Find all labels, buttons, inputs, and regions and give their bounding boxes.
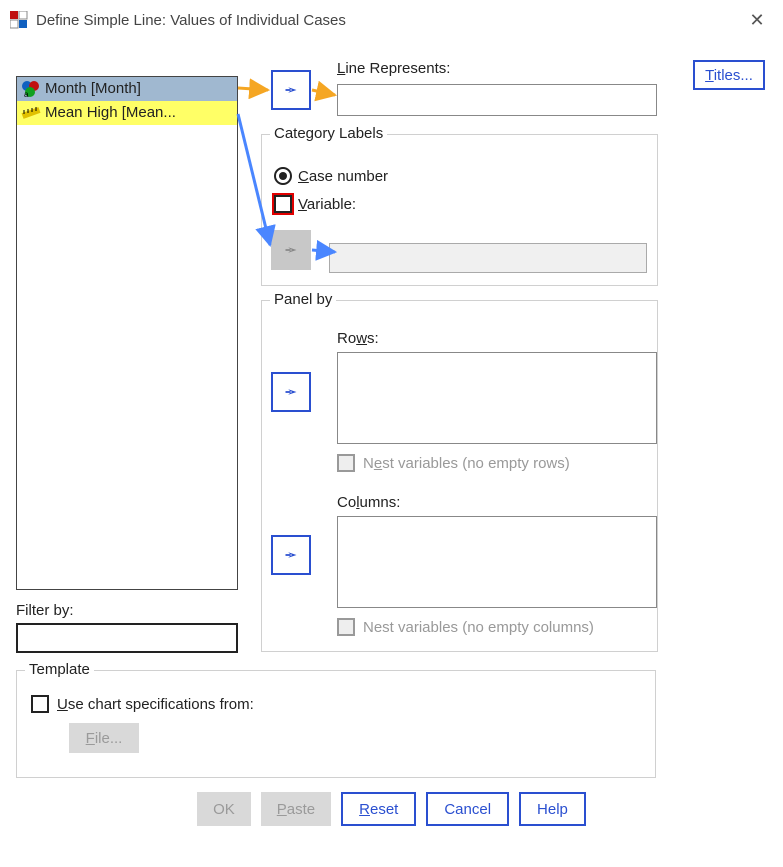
variable-item-meanhigh[interactable]: Mean High [Mean... bbox=[17, 101, 237, 125]
app-icon bbox=[10, 11, 28, 29]
reset-button[interactable]: Reset bbox=[341, 792, 416, 826]
checkbox-icon bbox=[337, 618, 355, 636]
window-title: Define Simple Line: Values of Individual… bbox=[36, 12, 346, 29]
line-represents-input[interactable] bbox=[337, 84, 657, 116]
line-represents-label: Line Represents: bbox=[337, 60, 450, 77]
dialog-body: a Month [Month] Mean High [Mean... Filte… bbox=[0, 40, 783, 810]
help-button[interactable]: Help bbox=[519, 792, 586, 826]
paste-button: Paste bbox=[261, 792, 331, 826]
dialog-button-row: OK Paste Reset Cancel Help bbox=[0, 792, 783, 826]
use-chart-spec-checkbox[interactable]: Use chart specifications from: bbox=[31, 695, 254, 713]
variable-list[interactable]: a Month [Month] Mean High [Mean... bbox=[16, 76, 238, 590]
template-group: Template Use chart specifications from: … bbox=[16, 670, 656, 778]
nest-columns-checkbox: Nest variables (no empty columns) bbox=[337, 618, 594, 636]
ok-button: OK bbox=[197, 792, 251, 826]
checkbox-icon bbox=[31, 695, 49, 713]
checkbox-icon bbox=[337, 454, 355, 472]
panel-by-legend: Panel by bbox=[270, 291, 336, 308]
radio-case-number[interactable]: Case number bbox=[274, 167, 388, 185]
filter-label: Filter by: bbox=[16, 602, 74, 619]
columns-label: Columns: bbox=[337, 494, 400, 511]
variable-item-month[interactable]: a Month [Month] bbox=[17, 77, 237, 101]
nominal-icon: a bbox=[21, 80, 41, 98]
category-labels-legend: Category Labels bbox=[270, 125, 387, 142]
nest-rows-checkbox: Nest variables (no empty rows) bbox=[337, 454, 570, 472]
titles-button[interactable]: Titles... bbox=[693, 60, 765, 90]
variable-item-label: Month [Month] bbox=[45, 80, 141, 97]
scale-icon bbox=[21, 104, 41, 122]
category-labels-group: Category Labels Case number Variable: bbox=[261, 134, 658, 286]
titlebar: Define Simple Line: Values of Individual… bbox=[0, 0, 783, 40]
close-button[interactable]: ✕ bbox=[745, 8, 769, 32]
variable-item-label: Mean High [Mean... bbox=[45, 104, 176, 121]
filter-input[interactable] bbox=[16, 623, 238, 653]
rows-input[interactable] bbox=[337, 352, 657, 444]
radio-variable[interactable]: Variable: bbox=[274, 195, 356, 213]
file-button: File... bbox=[69, 723, 139, 753]
svg-text:a: a bbox=[24, 90, 29, 98]
template-legend: Template bbox=[25, 661, 94, 678]
rows-label: Rows: bbox=[337, 330, 379, 347]
move-to-line-represents-button[interactable] bbox=[271, 70, 311, 110]
cancel-button[interactable]: Cancel bbox=[426, 792, 509, 826]
variable-input bbox=[329, 243, 647, 273]
columns-input[interactable] bbox=[337, 516, 657, 608]
